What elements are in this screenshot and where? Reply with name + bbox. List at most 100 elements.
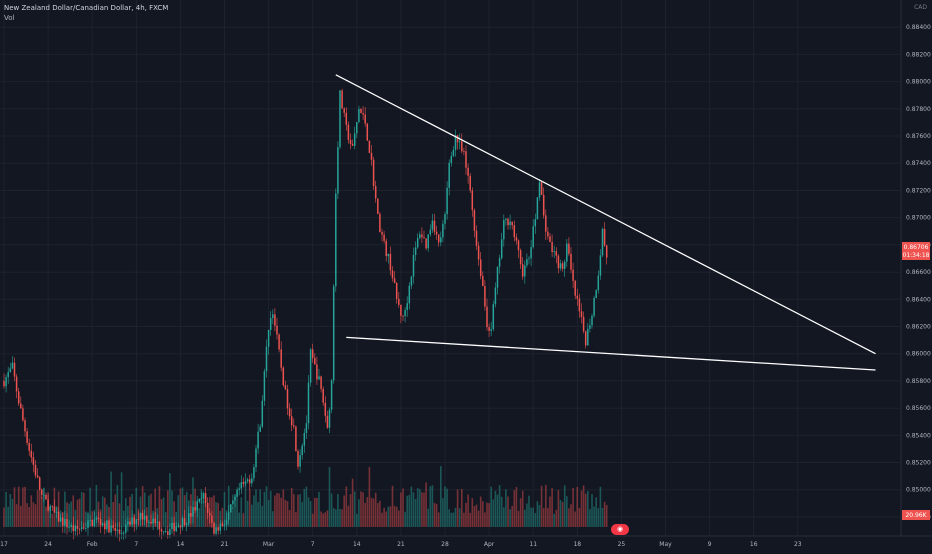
candle-body bbox=[366, 123, 369, 141]
volume-bar bbox=[549, 496, 551, 527]
candle-body bbox=[230, 504, 232, 513]
symbol-title[interactable]: New Zealand Dollar/Canadian Dollar, 4h, … bbox=[4, 4, 169, 12]
volume-bar bbox=[484, 512, 486, 527]
candle-body bbox=[412, 254, 415, 277]
volume-bar bbox=[465, 502, 467, 527]
volume-bar bbox=[589, 509, 591, 527]
candle-body bbox=[160, 529, 163, 532]
candle-body bbox=[347, 124, 350, 140]
candle-body bbox=[572, 269, 574, 281]
x-tick-label: Feb bbox=[87, 541, 98, 548]
candle-body bbox=[526, 259, 528, 266]
volume-bar bbox=[38, 484, 41, 527]
candle-body bbox=[154, 518, 156, 524]
x-tick-label: 25 bbox=[618, 541, 626, 548]
countdown-label: 01:34:18 bbox=[903, 252, 930, 259]
volume-bar bbox=[448, 509, 450, 527]
candle-body bbox=[112, 525, 114, 528]
volume-label: 20.96K bbox=[905, 512, 927, 519]
trendlines[interactable] bbox=[335, 74, 876, 371]
volume-bar bbox=[526, 503, 528, 527]
volume-bar bbox=[110, 471, 112, 527]
candle-body bbox=[337, 147, 339, 194]
volume-bar bbox=[486, 502, 488, 527]
candle-body bbox=[131, 517, 133, 525]
x-tick-label: 16 bbox=[750, 541, 758, 548]
candle-body bbox=[374, 186, 377, 199]
candle-body bbox=[175, 526, 177, 532]
volume-bar bbox=[114, 494, 117, 527]
time-scale[interactable]: 17 24 Feb 7 14 21 Mar 7 14 21 28 Apr 11 18 25 May 9 16 23 bbox=[0, 541, 802, 548]
candle-body bbox=[563, 261, 566, 269]
candle-body bbox=[108, 520, 110, 533]
x-tick-label: 17 bbox=[0, 541, 8, 548]
candle-body bbox=[553, 251, 555, 253]
legend[interactable]: New Zealand Dollar/Canadian Dollar, 4h, … bbox=[4, 3, 168, 23]
candle-body bbox=[587, 328, 589, 346]
currency-label: CAD bbox=[914, 4, 927, 11]
volume-bar bbox=[68, 503, 70, 527]
candle-body bbox=[272, 314, 274, 319]
volume-bar bbox=[295, 512, 297, 527]
candle-body bbox=[190, 513, 192, 517]
candle-body bbox=[498, 258, 501, 267]
trendline-lower[interactable] bbox=[346, 336, 876, 371]
candle-body bbox=[299, 455, 301, 467]
volume-bar bbox=[389, 506, 392, 527]
volume-bar bbox=[379, 500, 381, 527]
volume-bar bbox=[122, 510, 125, 527]
candle-body bbox=[551, 242, 553, 253]
candle-body bbox=[125, 524, 127, 533]
candle-body bbox=[91, 520, 93, 526]
volume-bar bbox=[580, 490, 583, 527]
volume-bar bbox=[135, 487, 138, 527]
candle-body bbox=[236, 489, 238, 497]
volume-legend[interactable]: Vol bbox=[4, 14, 15, 22]
trendline-upper[interactable] bbox=[335, 74, 876, 355]
volume-bar bbox=[125, 498, 127, 527]
candle-body bbox=[393, 278, 396, 283]
candle-body bbox=[293, 425, 295, 427]
y-tick-label: 0.87200 bbox=[906, 187, 931, 194]
candle-body bbox=[76, 526, 79, 529]
volume-bar bbox=[238, 512, 240, 527]
volume-bar bbox=[408, 494, 411, 527]
volume-bar bbox=[278, 493, 280, 527]
candle-body bbox=[458, 141, 461, 143]
candle-body bbox=[43, 494, 45, 496]
events-badge[interactable]: ◉ bbox=[611, 524, 629, 535]
x-tick-label: 28 bbox=[441, 541, 449, 548]
candle-body bbox=[435, 231, 438, 235]
candles bbox=[3, 88, 608, 542]
volume-bar bbox=[7, 506, 9, 527]
candle-body bbox=[104, 523, 106, 530]
candle-body bbox=[372, 159, 375, 187]
candle-body bbox=[528, 258, 530, 260]
volume-bar bbox=[253, 495, 255, 527]
volume-bar bbox=[112, 501, 114, 527]
volume-bar bbox=[412, 492, 415, 527]
volume-bar bbox=[236, 492, 238, 527]
candle-body bbox=[137, 519, 140, 520]
volume-bar bbox=[505, 489, 507, 527]
candle-body bbox=[51, 506, 54, 507]
volume-bar bbox=[507, 496, 509, 527]
candle-body bbox=[209, 512, 211, 516]
volume-bar bbox=[536, 501, 539, 527]
candle-body bbox=[244, 481, 247, 484]
volume-bar bbox=[330, 493, 333, 527]
volume-bar bbox=[450, 512, 453, 527]
volume-bar bbox=[587, 491, 589, 527]
x-tick-label: 11 bbox=[529, 541, 537, 548]
volume-bar bbox=[559, 500, 562, 527]
candle-body bbox=[240, 482, 243, 489]
volume-bar bbox=[139, 496, 142, 527]
candle-body bbox=[253, 467, 255, 479]
candle-body bbox=[475, 230, 478, 246]
volume-bar bbox=[263, 491, 266, 527]
candle-body bbox=[437, 234, 440, 243]
volume-bar bbox=[158, 486, 161, 527]
volume-bar bbox=[452, 512, 455, 527]
